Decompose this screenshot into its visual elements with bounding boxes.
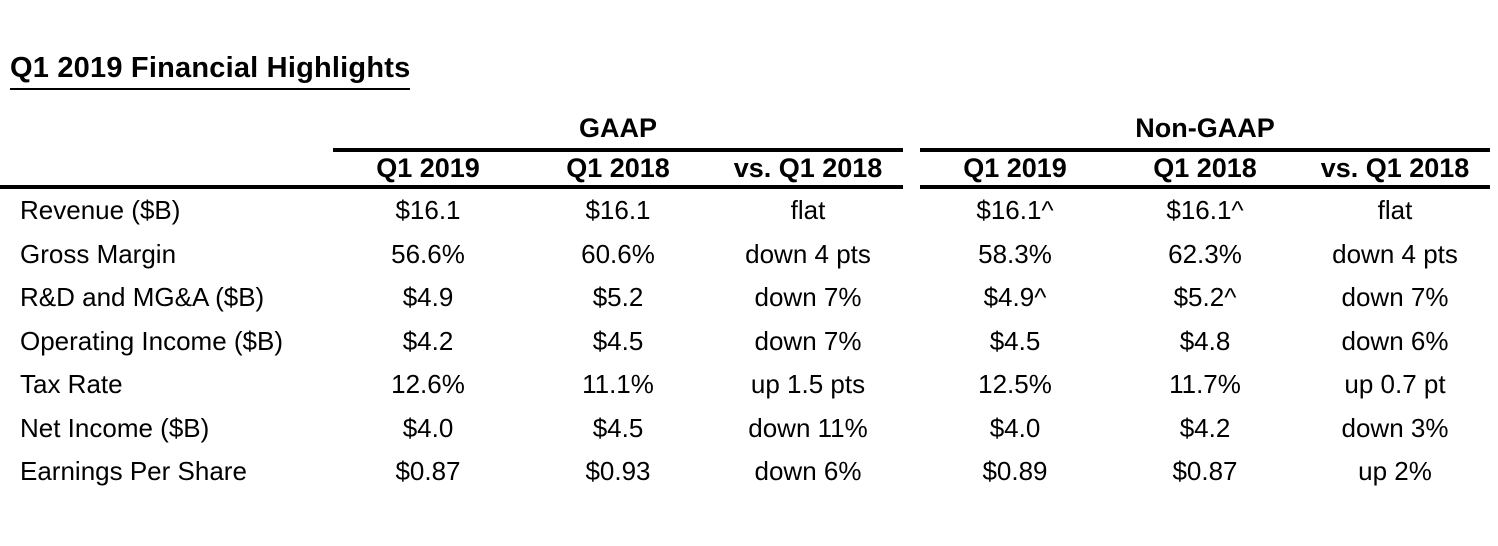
- column-gap: [903, 189, 920, 233]
- table-body: Revenue ($B) $16.1 $16.1 flat $16.1^ $16.1^ fl…: [0, 189, 1490, 494]
- gaap-q1-2019-value: 56.6%: [391, 238, 465, 269]
- gaap-q1-2019-value: $0.87: [395, 456, 461, 487]
- non-gaap-q1-2019-value: $0.89: [982, 456, 1048, 487]
- page-title: Q1 2019 Financial Highlights: [10, 52, 411, 90]
- table-row: Earnings Per Share $0.87 $0.93 down 6% $0.89…: [0, 450, 1490, 494]
- non-gaap-q1-2019-value: $4.0: [989, 412, 1041, 443]
- non-gaap-q1-2018-value: $0.87: [1172, 456, 1238, 487]
- row-label: Tax Rate: [20, 369, 123, 400]
- non-gaap-vs-q1-2018-value: down 3%: [1341, 412, 1449, 443]
- column-header-row: Q1 2019 Q1 2018 vs. Q1 2018 Q1 2019 Q1 2…: [0, 152, 1490, 189]
- gaap-group-header: GAAP: [333, 108, 903, 152]
- label-column-header: [0, 152, 333, 189]
- table-row: Tax Rate 12.6% 11.1% up 1.5 pts 12.5% 11.7% up…: [0, 363, 1490, 407]
- table-row: Gross Margin 56.6% 60.6% down 4 pts 58.3% 62.…: [0, 233, 1490, 277]
- group-header-spacer: [0, 108, 333, 152]
- gaap-q1-2018-header: Q1 2018: [523, 152, 713, 189]
- gaap-vs-q1-2018-value: down 7%: [754, 325, 862, 356]
- gaap-q1-2019-header: Q1 2019: [333, 152, 523, 189]
- group-gap: [903, 108, 920, 152]
- non-gaap-q1-2018-value: $16.1^: [1166, 195, 1244, 226]
- non-gaap-vs-q1-2018-value: down 7%: [1341, 282, 1449, 313]
- non-gaap-q1-2019-value: $4.5: [989, 325, 1041, 356]
- column-gap: [903, 407, 920, 451]
- gaap-vs-q1-2018-value: down 6%: [754, 456, 862, 487]
- gaap-vs-q1-2018-value: up 1.5 pts: [750, 369, 866, 400]
- non-gaap-vs-q1-2018-value: up 2%: [1358, 456, 1432, 487]
- gaap-q1-2018-value: 11.1%: [582, 369, 654, 400]
- column-gap: [903, 233, 920, 277]
- non-gaap-q1-2018-value: $4.2: [1179, 412, 1231, 443]
- row-label: Operating Income ($B): [20, 325, 284, 356]
- row-label: Revenue ($B): [20, 195, 181, 226]
- non-gaap-vs-q1-2018-value: flat: [1377, 195, 1413, 226]
- gaap-q1-2019-value: $4.2: [402, 325, 454, 356]
- non-gaap-q1-2019-value: 12.5%: [978, 369, 1052, 400]
- gaap-q1-2019-value: $4.9: [402, 282, 454, 313]
- column-gap: [903, 450, 920, 494]
- row-label: Earnings Per Share: [20, 456, 247, 487]
- non-gaap-q1-2019-value: $4.9^: [983, 282, 1047, 313]
- financial-highlights-table: GAAP Non-GAAP Q1 2019 Q1 2018 vs. Q1 201…: [0, 108, 1490, 494]
- gaap-q1-2018-value: 60.6%: [581, 238, 655, 269]
- table-row: Revenue ($B) $16.1 $16.1 flat $16.1^ $16.1^ fl…: [0, 189, 1490, 233]
- column-gap: [903, 363, 920, 407]
- row-label: Gross Margin: [20, 238, 177, 269]
- gaap-vs-q1-2018-header: vs. Q1 2018: [713, 152, 903, 189]
- non-gaap-vs-q1-2018-value: up 0.7 pt: [1344, 369, 1446, 400]
- gaap-vs-q1-2018-value: flat: [790, 195, 826, 226]
- gaap-q1-2018-value: $5.2: [592, 282, 644, 313]
- group-header-row: GAAP Non-GAAP: [0, 108, 1490, 152]
- non-gaap-q1-2018-value: 11.7%: [1169, 369, 1241, 400]
- table-row: R&D and MG&A ($B) $4.9 $5.2 down 7% $4.9^ $5.…: [0, 276, 1490, 320]
- non-gaap-q1-2019-value: 58.3%: [978, 238, 1052, 269]
- gaap-vs-q1-2018-value: down 11%: [748, 412, 868, 443]
- gaap-q1-2019-value: 12.6%: [391, 369, 465, 400]
- gaap-q1-2018-value: $16.1: [585, 195, 651, 226]
- column-gap: [903, 320, 920, 364]
- non-gaap-group-header: Non-GAAP: [920, 108, 1490, 152]
- non-gaap-q1-2019-header: Q1 2019: [920, 152, 1110, 189]
- gaap-q1-2019-value: $16.1: [395, 195, 461, 226]
- gaap-q1-2018-value: $4.5: [592, 325, 644, 356]
- non-gaap-vs-q1-2018-value: down 6%: [1341, 325, 1449, 356]
- gaap-q1-2018-value: $0.93: [585, 456, 651, 487]
- non-gaap-vs-q1-2018-header: vs. Q1 2018: [1300, 152, 1490, 189]
- non-gaap-q1-2018-value: 62.3%: [1168, 238, 1242, 269]
- column-gap: [903, 152, 920, 189]
- row-label: Net Income ($B): [20, 412, 210, 443]
- non-gaap-q1-2019-value: $16.1^: [976, 195, 1054, 226]
- row-label: R&D and MG&A ($B): [20, 282, 265, 313]
- gaap-q1-2018-value: $4.5: [592, 412, 644, 443]
- non-gaap-q1-2018-header: Q1 2018: [1110, 152, 1300, 189]
- non-gaap-vs-q1-2018-value: down 4 pts: [1332, 238, 1458, 269]
- table-row: Operating Income ($B) $4.2 $4.5 down 7% $4.5…: [0, 320, 1490, 364]
- gaap-vs-q1-2018-value: down 7%: [754, 282, 862, 313]
- gaap-q1-2019-value: $4.0: [402, 412, 454, 443]
- non-gaap-q1-2018-value: $4.8: [1179, 325, 1231, 356]
- table-row: Net Income ($B) $4.0 $4.5 down 11% $4.0 $4.2 d…: [0, 407, 1490, 451]
- column-gap: [903, 276, 920, 320]
- gaap-vs-q1-2018-value: down 4 pts: [745, 238, 871, 269]
- non-gaap-q1-2018-value: $5.2^: [1173, 282, 1237, 313]
